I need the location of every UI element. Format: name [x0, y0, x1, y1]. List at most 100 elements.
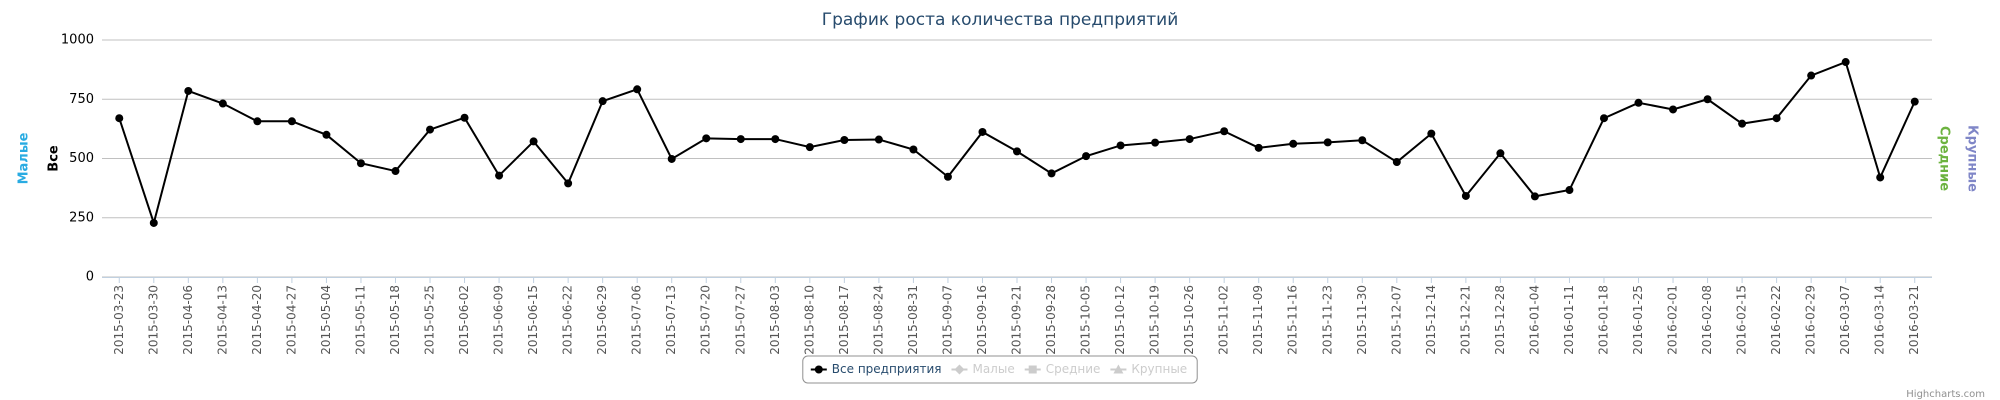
x-tick-label: 2015-10-12 — [1113, 285, 1127, 355]
legend-item[interactable]: Крупные — [1110, 362, 1187, 376]
x-tick-label: 2015-10-26 — [1182, 285, 1196, 355]
x-tick-label: 2015-12-07 — [1389, 285, 1403, 355]
legend-symbol — [954, 364, 965, 375]
point — [1461, 191, 1470, 200]
x-tick-label: 2015-04-13 — [215, 285, 229, 355]
point — [1496, 149, 1505, 158]
x-tick-label: 2016-02-08 — [1700, 285, 1714, 355]
legend-label: Все предприятия — [832, 362, 942, 376]
point — [529, 137, 538, 146]
y-axis-title: Все — [47, 145, 62, 172]
x-tick-label: 2015-08-03 — [768, 285, 782, 355]
point — [667, 154, 676, 163]
legend-box — [802, 355, 1198, 384]
x-tick-label: 2016-01-18 — [1596, 285, 1610, 355]
point — [1220, 127, 1229, 136]
x-tick-label: 2015-05-18 — [388, 285, 402, 355]
x-tick-label: 2015-06-15 — [526, 285, 540, 355]
x-tick-label: 2015-05-11 — [353, 285, 367, 355]
point — [814, 365, 823, 374]
x-tick-label: 2015-05-04 — [319, 285, 333, 355]
legend-label: Малые — [972, 362, 1014, 376]
point — [1599, 114, 1608, 123]
x-tick-label: 2016-02-01 — [1666, 285, 1680, 355]
line — [118, 60, 1916, 227]
point — [1910, 97, 1919, 106]
chart-title: График роста количества предприятий — [822, 10, 1179, 30]
point — [736, 135, 745, 144]
x-tick-label: 2016-02-22 — [1769, 285, 1783, 355]
point — [1116, 141, 1125, 150]
point — [1082, 152, 1091, 161]
point — [1047, 169, 1056, 178]
x-tick-label: 2015-08-24 — [871, 285, 885, 355]
point — [1876, 173, 1885, 182]
x-tick-label: 2015-04-06 — [181, 285, 195, 355]
x-tick-label: 2015-12-14 — [1424, 285, 1438, 355]
x-tick-label: 2016-02-15 — [1735, 285, 1749, 355]
legend-symbol — [1113, 364, 1124, 374]
point — [287, 117, 296, 126]
legend-label: Средние — [1046, 362, 1101, 376]
point — [1841, 58, 1850, 67]
point — [1703, 95, 1712, 104]
point — [1565, 186, 1574, 195]
point — [1634, 98, 1643, 107]
x-tick-label: 2015-09-07 — [940, 285, 954, 355]
x-tick-label: 2016-03-21 — [1907, 285, 1921, 355]
point — [391, 167, 400, 176]
legend-item[interactable]: Все предприятия — [810, 362, 942, 376]
x-tick-label: 2015-06-09 — [492, 285, 506, 355]
point — [149, 218, 158, 227]
point — [1669, 105, 1678, 114]
point — [1323, 138, 1332, 147]
point — [460, 113, 469, 122]
x-tick-label: 2015-05-25 — [423, 285, 437, 355]
credits[interactable]: Highcharts.com — [1906, 389, 1985, 400]
y-axis-title: Крупные — [1965, 125, 1980, 192]
point — [495, 171, 504, 180]
x-tick-label: 2015-11-09 — [1251, 285, 1265, 355]
x-tick-label: 2015-07-20 — [699, 285, 713, 355]
x-tick-label: 2016-02-29 — [1804, 285, 1818, 355]
point — [943, 172, 952, 181]
x-tick-label: 2016-01-11 — [1562, 285, 1576, 355]
x-tick-label: 2015-10-05 — [1079, 285, 1093, 355]
point — [805, 143, 814, 152]
x-tick-label: 2015-11-02 — [1217, 285, 1231, 355]
legend: Все предприятия Малые Средние Крупные — [802, 355, 1198, 384]
y-tick-label: 500 — [69, 151, 94, 166]
point — [322, 130, 331, 139]
point — [978, 127, 987, 136]
x-tick-label: 2015-09-16 — [975, 285, 989, 355]
legend-label: Крупные — [1131, 362, 1187, 376]
y-tick-label: 1000 — [61, 33, 94, 48]
x-tick-label: 2016-01-04 — [1527, 285, 1541, 355]
x-tick-label: 2015-03-30 — [146, 285, 160, 355]
point — [874, 135, 883, 144]
x-tick-label: 2015-06-02 — [457, 285, 471, 355]
x-tick-label: 2015-08-10 — [802, 285, 816, 355]
x-tick-label: 2015-12-28 — [1493, 285, 1507, 355]
point — [1738, 119, 1747, 128]
y-tick-label: 250 — [69, 210, 94, 225]
point — [1427, 129, 1436, 138]
x-tick-label: 2015-08-31 — [906, 285, 920, 355]
point — [356, 159, 365, 168]
point — [184, 86, 193, 95]
legend-item[interactable]: Средние — [1024, 362, 1101, 376]
x-tick-label: 2015-06-29 — [595, 285, 609, 355]
y-tick-label: 750 — [69, 92, 94, 107]
y-axis-title: Средние — [1937, 126, 1952, 191]
point — [564, 179, 573, 188]
y-axis-title: Малые — [17, 132, 32, 184]
x-tick-label: 2016-03-14 — [1873, 285, 1887, 355]
x-tick-label: 2015-07-13 — [664, 285, 678, 355]
x-tick-label: 2015-11-16 — [1286, 285, 1300, 355]
legend-symbol — [1028, 365, 1037, 374]
point — [115, 114, 124, 123]
legend-item[interactable]: Малые — [951, 362, 1015, 376]
point — [426, 125, 435, 134]
point — [1151, 138, 1160, 147]
